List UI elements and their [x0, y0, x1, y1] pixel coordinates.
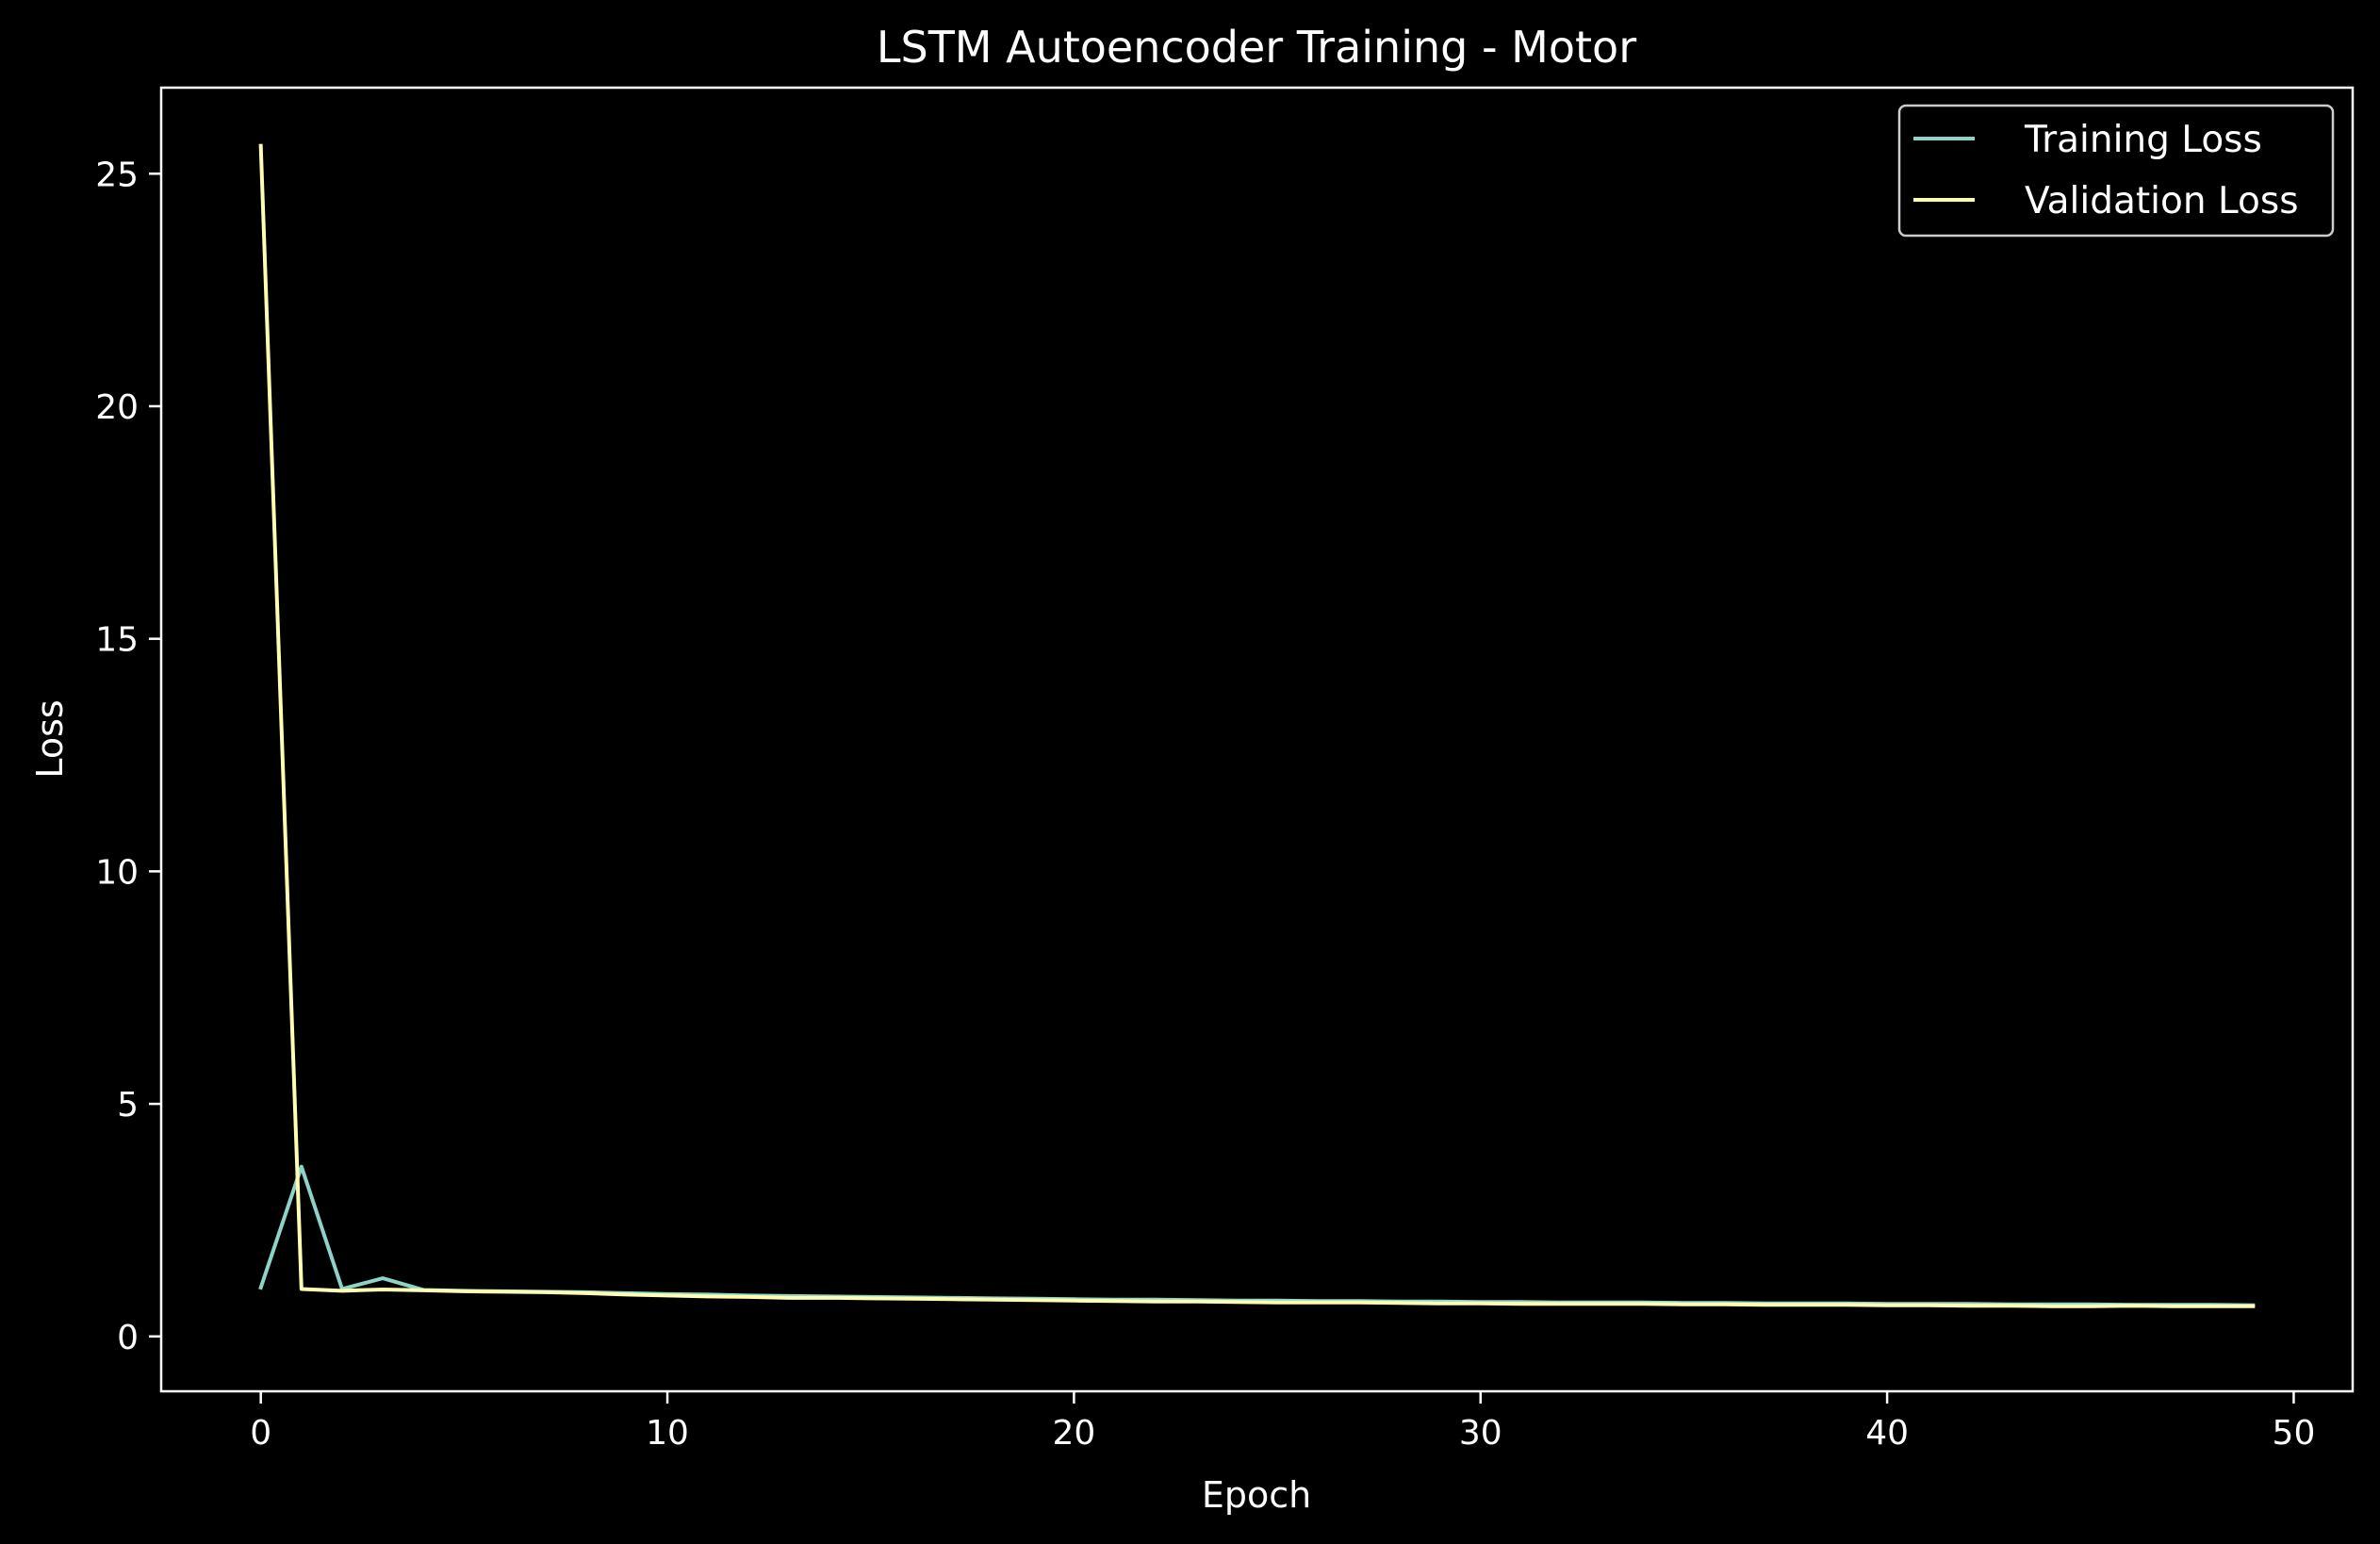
- y-tick-label: 10: [95, 853, 139, 892]
- legend: Training Loss Validation Loss: [1897, 104, 2335, 238]
- y-tick-label: 5: [117, 1086, 139, 1125]
- legend-label-training: Training Loss: [2024, 119, 2262, 161]
- series-line-validation-loss: [258, 143, 2256, 1308]
- x-tick-label: 50: [2273, 1414, 2316, 1453]
- y-axis-ticks: 0 5 10 15 20 25: [95, 156, 161, 1357]
- x-tick-label: 20: [1052, 1414, 1095, 1453]
- series-layer: [258, 143, 2256, 1308]
- y-tick-label: 15: [95, 621, 139, 660]
- y-axis-label: Loss: [29, 699, 71, 778]
- y-tick-label: 0: [117, 1319, 139, 1357]
- y-tick-label: 25: [95, 156, 139, 194]
- legend-box: [1897, 104, 2335, 238]
- plot-frame: [159, 86, 2355, 1393]
- legend-label-validation: Validation Loss: [2025, 180, 2299, 222]
- x-axis-label: Epoch: [1202, 1474, 1311, 1516]
- x-tick-label: 10: [646, 1414, 689, 1453]
- y-tick-label: 20: [95, 388, 139, 427]
- chart-title: LSTM Autoencoder Training - Motor: [877, 22, 1636, 73]
- x-axis-ticks: 0 10 20 30 40 50: [250, 1391, 2315, 1453]
- x-tick-label: 0: [250, 1414, 271, 1453]
- x-tick-label: 30: [1459, 1414, 1502, 1453]
- x-tick-label: 40: [1865, 1414, 1909, 1453]
